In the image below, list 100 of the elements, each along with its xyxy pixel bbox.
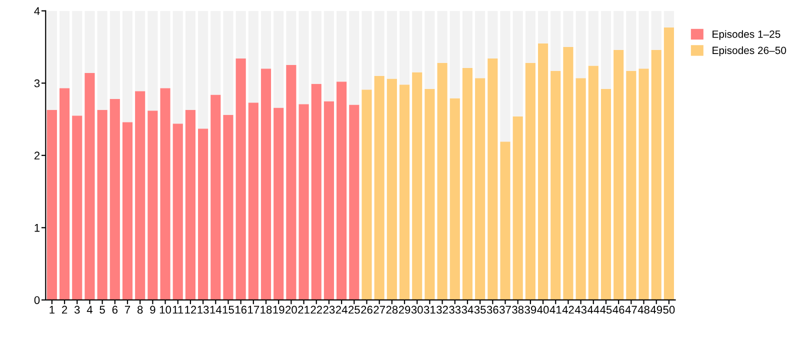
- bar: [298, 10, 309, 104]
- bar: [600, 10, 612, 89]
- x-tick-label: 21: [298, 306, 310, 314]
- bar: [576, 78, 586, 300]
- x-tick-label: 47: [625, 306, 637, 314]
- bar: [311, 10, 322, 84]
- x-tick-label: 12: [185, 306, 196, 314]
- x-tick-label: 20: [286, 306, 297, 314]
- x-tick-label: 17: [248, 306, 260, 314]
- bar: [374, 76, 384, 300]
- bar: [324, 101, 334, 300]
- bar: [148, 110, 158, 300]
- legend-label: Episodes 26–50: [712, 46, 786, 56]
- bar: [638, 10, 649, 69]
- legend-label: Episodes 1–25: [712, 30, 780, 40]
- x-tick-label: 45: [600, 306, 612, 314]
- bar: [362, 10, 372, 90]
- bar: [97, 110, 108, 300]
- bar: [500, 10, 510, 142]
- x-tick-label: 14: [210, 306, 222, 314]
- x-tick-label: 13: [198, 306, 209, 314]
- x-tick-label: 48: [638, 306, 650, 314]
- bar: [424, 10, 435, 89]
- bar: [248, 102, 258, 300]
- bar: [525, 10, 536, 63]
- bar: [437, 62, 448, 300]
- bar: [172, 124, 183, 300]
- bar: [336, 10, 347, 82]
- x-tick-label: 31: [424, 306, 436, 314]
- x-tick-label: 5: [100, 306, 105, 314]
- bar: [260, 10, 272, 69]
- bar: [563, 10, 574, 47]
- x-tick-label: 18: [260, 306, 272, 314]
- bar: [336, 82, 347, 300]
- bar: [72, 116, 82, 300]
- bar: [298, 104, 309, 300]
- x-tick-label: 11: [172, 306, 184, 314]
- bar: [563, 46, 574, 300]
- x-tick-label: 10: [160, 306, 172, 314]
- y-tick-label: 4: [34, 7, 40, 15]
- x-tick-label: 1: [50, 306, 54, 314]
- bar: [248, 10, 258, 103]
- x-tick-label: 30: [411, 306, 423, 314]
- bar: [500, 142, 510, 300]
- bar: [198, 10, 208, 129]
- x-tick-label: 44: [587, 306, 600, 314]
- y-tick-label: 0: [34, 296, 40, 304]
- bar: [450, 98, 460, 300]
- bar: [475, 78, 486, 300]
- x-tick-label: 29: [398, 306, 410, 314]
- x-tick-label: 46: [612, 306, 624, 314]
- bar: [614, 10, 624, 50]
- bar: [638, 68, 649, 300]
- bar: [475, 10, 486, 78]
- x-tick-label: 41: [550, 306, 562, 314]
- bar: [223, 114, 234, 300]
- bar: [576, 10, 586, 78]
- bar: [412, 72, 422, 300]
- bar: [488, 10, 498, 59]
- bar: [274, 108, 284, 300]
- bar: [437, 10, 448, 63]
- x-tick-label: 26: [361, 306, 372, 314]
- bar: [46, 10, 57, 110]
- x-tick-label: 15: [222, 306, 234, 314]
- bar: [122, 10, 133, 122]
- bar: [236, 10, 246, 59]
- bar: [614, 50, 624, 300]
- x-tick-label: 34: [462, 306, 474, 314]
- bar: [84, 73, 95, 300]
- y-tick-label: 2: [34, 152, 40, 160]
- y-tick-label: 3: [34, 79, 40, 88]
- x-tick-label: 35: [474, 306, 486, 314]
- bar: [362, 90, 372, 300]
- bar: [324, 10, 334, 102]
- bar: [550, 70, 561, 300]
- bar: [488, 58, 498, 300]
- bar: [311, 84, 322, 300]
- x-tick-label: 37: [500, 306, 511, 314]
- bar: [462, 68, 473, 300]
- bar: [223, 10, 234, 115]
- bar: [110, 99, 120, 300]
- bar: [286, 65, 296, 300]
- bar: [399, 84, 410, 300]
- x-tick-label: 36: [486, 306, 498, 314]
- x-tick-label: 43: [574, 306, 586, 314]
- x-tick-label: 28: [386, 306, 398, 314]
- bar: [160, 88, 170, 300]
- x-tick-label: 23: [323, 306, 335, 314]
- bar: [72, 10, 82, 116]
- x-tick-label: 25: [348, 306, 360, 314]
- x-tick-label: 22: [310, 306, 322, 314]
- bar: [538, 10, 548, 44]
- bar: [450, 10, 460, 98]
- bar: [626, 70, 636, 300]
- bar: [424, 88, 435, 300]
- x-tick-label: 19: [273, 306, 284, 314]
- x-tick-label: 8: [137, 306, 143, 314]
- bar: [59, 88, 70, 300]
- bar: [374, 10, 384, 76]
- bar: [349, 10, 360, 105]
